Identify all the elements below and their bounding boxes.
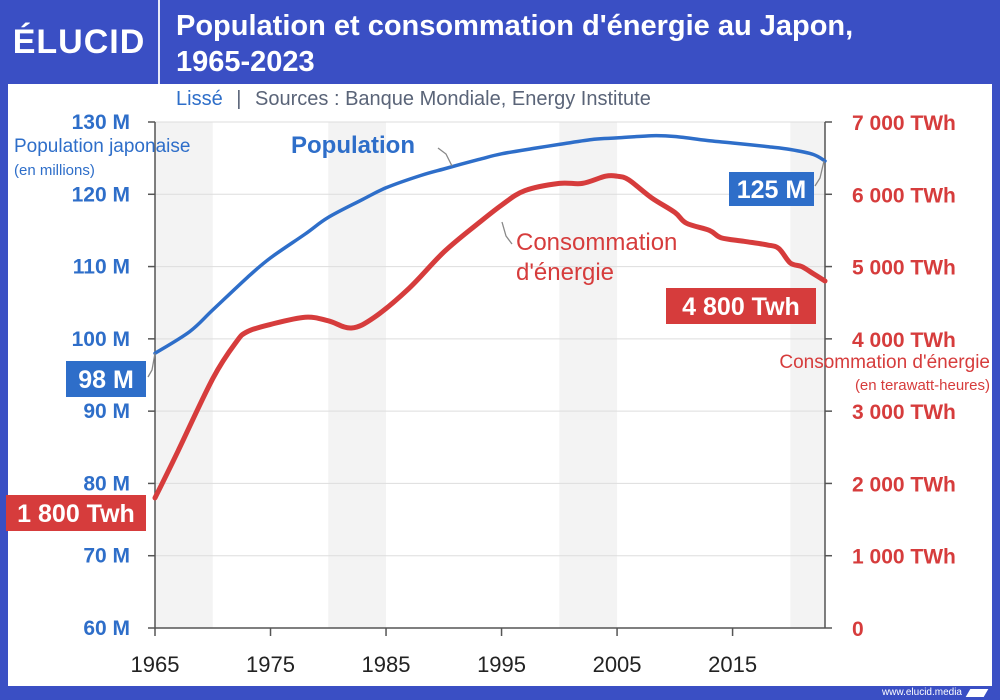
footer-url: www.elucid.media	[881, 687, 962, 698]
energy-end-label-box	[666, 288, 816, 324]
left-tick-label: 90 M	[83, 400, 130, 423]
right-tick-label: 0	[852, 618, 864, 641]
right-tick-label: 2 000 TWh	[852, 473, 956, 496]
left-tick-label: 120 M	[72, 183, 130, 206]
sources-note: Sources : Banque Mondiale, Energy Instit…	[255, 88, 651, 110]
energy-start-label-box	[6, 495, 146, 531]
title-line-2: 1965-2023	[176, 46, 315, 78]
shaded-band-0	[155, 122, 213, 628]
elucid-logo: ÉLUCID	[0, 0, 160, 84]
left-tick-label: 110 M	[73, 256, 130, 279]
pop-start-leader	[147, 353, 156, 378]
x-tick-label: 2015	[708, 652, 757, 677]
shaded-band-1	[328, 122, 387, 628]
shaded-band-3	[790, 122, 825, 628]
shaded-band-2	[559, 122, 618, 628]
right-tick-label: 4 000 TWh	[852, 329, 956, 352]
population-series-label: Population	[291, 132, 415, 159]
x-tick-label: 1975	[246, 652, 295, 677]
pop-end-leader	[814, 160, 825, 187]
smoothed-note: Lissé	[176, 88, 223, 110]
left-tick-label: 130 M	[72, 111, 130, 134]
left-axis-title: Population japonaise	[14, 136, 190, 157]
energy-end-label-text: 4 800 Twh	[682, 293, 800, 321]
right-tick-label: 7 000 TWh	[852, 112, 956, 135]
right-tick-label: 6 000 TWh	[852, 184, 956, 207]
x-tick-label: 2005	[593, 652, 642, 677]
right-tick-label: 3 000 TWh	[852, 401, 956, 424]
energy-label-leader	[501, 221, 513, 245]
pop-end-label-text: 125 M	[737, 176, 806, 204]
footer: www.elucid.media	[881, 687, 989, 698]
energy-series-label-2: d'énergie	[516, 259, 614, 286]
pop-start-label-text: 98 M	[78, 366, 134, 394]
right-axis-subtitle: (en terawatt-heures)	[855, 377, 990, 394]
left-tick-label: 100 M	[72, 328, 130, 351]
left-tick-label: 60 M	[83, 617, 130, 640]
pop-start-label-box	[66, 361, 146, 397]
x-tick-label: 1995	[477, 652, 526, 677]
energy-series-label-1: Consommation	[516, 229, 677, 256]
population-label-leader	[437, 147, 453, 167]
right-axis-title: Consommation d'énergie	[779, 352, 990, 373]
energy-series-line	[152, 173, 828, 501]
right-tick-label: 1 000 TWh	[852, 546, 956, 569]
footer-logo-mark	[965, 688, 989, 697]
header-bar: ÉLUCID Population et consommation d'éner…	[0, 0, 1000, 84]
subtitle-separator: |	[236, 88, 242, 110]
subtitle: Lissé | Sources : Banque Mondiale, Energ…	[176, 88, 651, 111]
left-tick-label: 80 M	[83, 472, 130, 495]
x-tick-label: 1965	[131, 652, 180, 677]
left-tick-label: 70 M	[83, 545, 130, 568]
left-axis-subtitle: (en millions)	[14, 162, 95, 179]
pop-end-label-box	[729, 172, 814, 206]
x-tick-label: 1985	[362, 652, 411, 677]
page-title: Population et consommation d'énergie au …	[176, 8, 986, 80]
right-tick-label: 5 000 TWh	[852, 257, 956, 280]
title-line-1: Population et consommation d'énergie au …	[176, 10, 854, 42]
population-series-line	[153, 133, 827, 356]
energy-start-label-text: 1 800 Twh	[17, 500, 135, 528]
